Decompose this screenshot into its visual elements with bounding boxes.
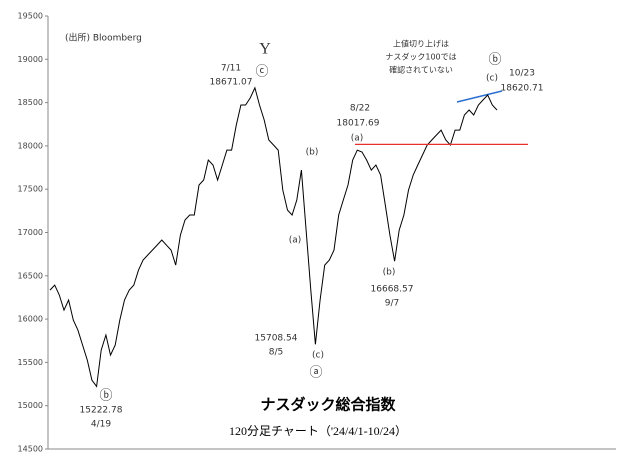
price-date: 7/11 <box>221 64 241 74</box>
note-line: 上値切り上げは <box>393 39 449 49</box>
price-date: 9/7 <box>385 299 399 309</box>
wave-label: (a) <box>351 134 364 144</box>
y-tick-label: 17500 <box>18 185 43 194</box>
y-tick-label: 15000 <box>18 401 43 410</box>
wave-label: (b) <box>383 268 396 278</box>
y-tick-label: 16000 <box>18 315 43 324</box>
price-date: 4/19 <box>91 420 111 430</box>
price-date: 10/23 <box>509 69 535 79</box>
wave-label: (c) <box>312 351 324 361</box>
chart-title: ナスダック総合指数 <box>260 395 396 413</box>
wave-label: (a) <box>289 236 302 246</box>
wave-label: ⓑ <box>488 53 501 68</box>
wave-label: ⓐ <box>309 366 322 381</box>
y-tick-label: 19500 <box>18 12 43 21</box>
price-value: 18620.71 <box>501 84 544 94</box>
note-line: ナスダック100では <box>385 52 456 62</box>
resistance-value: 18017.69 <box>337 119 380 129</box>
price-line <box>49 86 498 388</box>
wave-label: ⓒ <box>255 65 268 80</box>
price-date: 8/5 <box>269 348 283 358</box>
y-tick-label: 19000 <box>18 55 43 64</box>
wave-label: ⓑ <box>99 389 112 404</box>
wave-label: (b) <box>306 148 319 158</box>
price-value: 15708.54 <box>255 334 298 344</box>
y-tick-label: 14500 <box>18 445 43 454</box>
chart-subtitle: 120分足チャート（'24/4/1-10/24） <box>229 424 407 438</box>
y-tick-label: 16500 <box>18 271 43 280</box>
y-tick-label: 18000 <box>18 141 43 150</box>
note-line: 確認されていない <box>389 65 453 75</box>
y-tick-label: 17000 <box>18 228 43 237</box>
wave-label: (c) <box>486 74 498 84</box>
trend-line <box>456 90 503 103</box>
y-tick-label: 15500 <box>18 358 43 367</box>
wave-label: Y <box>259 41 271 58</box>
price-value: 15222.78 <box>80 406 123 416</box>
price-value: 16668.57 <box>371 285 414 295</box>
y-tick-label: 18500 <box>18 98 43 107</box>
price-value: 18671.07 <box>210 78 253 88</box>
resistance-date: 8/22 <box>350 104 370 114</box>
source: (出所) Bloomberg <box>65 32 142 44</box>
